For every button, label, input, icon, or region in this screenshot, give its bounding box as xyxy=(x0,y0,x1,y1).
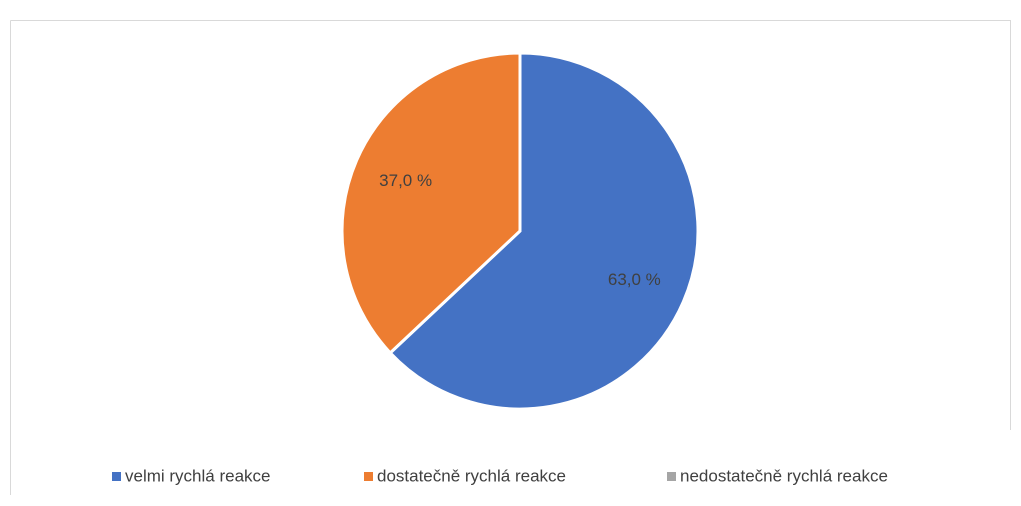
legend-swatch xyxy=(112,472,121,481)
pie-slice xyxy=(340,51,522,355)
legend-swatch xyxy=(667,472,676,481)
pie-slice xyxy=(388,51,700,411)
legend-label: dostatečně rychlá reakce xyxy=(377,466,566,485)
legend-label: velmi rychlá reakce xyxy=(125,466,271,485)
legend-swatch xyxy=(364,472,373,481)
legend-label: nedostatečně rychlá reakce xyxy=(680,466,888,485)
data-label: 63,0 % xyxy=(608,270,661,289)
data-label: 37,0 % xyxy=(379,171,432,190)
chart-border xyxy=(10,20,1011,495)
